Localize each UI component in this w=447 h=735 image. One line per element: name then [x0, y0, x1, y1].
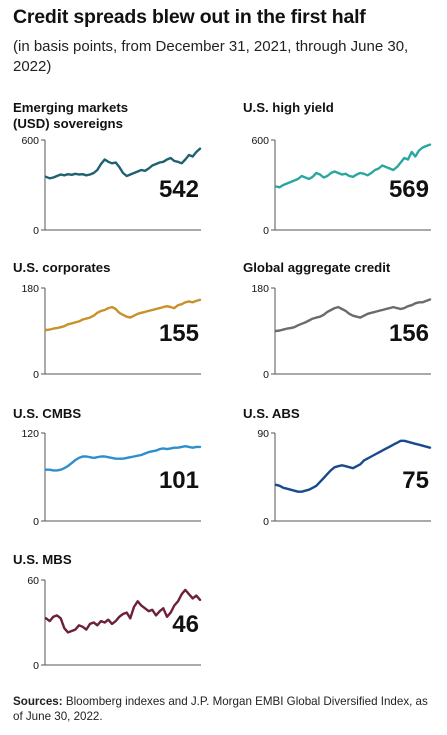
chart-title: Credit spreads blew out in the first hal…: [13, 6, 366, 28]
y-tick-label: 0: [33, 660, 39, 672]
y-tick-label: 0: [33, 369, 39, 381]
y-tick-label: 600: [21, 135, 39, 147]
line-chart: 0 90 75: [257, 428, 432, 528]
y-tick-label: 90: [257, 428, 269, 440]
y-tick-label: 60: [27, 575, 39, 587]
series-line: [44, 588, 202, 634]
series-line: [274, 143, 432, 189]
series-line: [274, 298, 432, 333]
y-tick-label: 180: [21, 283, 39, 295]
last-value-label: 101: [159, 467, 199, 494]
line-chart: 0 60 46: [27, 575, 202, 672]
y-tick-label: 180: [251, 283, 269, 295]
y-tick-label: 0: [33, 225, 39, 237]
panel-us-high-yield: U.S. high yield 0 600 569: [243, 100, 433, 240]
line-chart: 0 120 101: [21, 428, 202, 528]
last-value-label: 46: [172, 611, 199, 638]
panel-emerging-markets: Emerging markets (USD) sovereigns 0 600 54…: [13, 100, 203, 240]
panel-title: U.S. high yield: [243, 100, 334, 115]
last-value-label: 156: [389, 320, 429, 347]
y-tick-label: 120: [21, 428, 39, 440]
y-tick-label: 0: [263, 369, 269, 381]
last-value-label: 542: [159, 176, 199, 203]
line-chart: 0 600 542: [21, 135, 202, 237]
series-line: [44, 298, 202, 332]
series-line: [274, 439, 432, 493]
panel-us-cmbs: U.S. CMBS 0 120 101: [13, 406, 203, 531]
footer-sources: Sources: Bloomberg indexes and J.P. Morg…: [13, 694, 438, 724]
panel-title: Emerging markets (USD) sovereigns: [13, 100, 129, 131]
panel-us-mbs: U.S. MBS 0 60 46: [13, 552, 203, 677]
last-value-label: 569: [389, 176, 429, 203]
panel-us-corporates: U.S. corporates 0 180 155: [13, 260, 203, 385]
last-value-label: 75: [402, 467, 429, 494]
chart-subtitle: (in basis points, from December 31, 2021…: [13, 38, 409, 75]
sources-label: Sources:: [13, 695, 63, 708]
last-value-label: 155: [159, 320, 199, 347]
panel-title: U.S. MBS: [13, 552, 72, 567]
line-chart: 0 180 156: [251, 283, 432, 381]
panel-global-aggregate-credit: Global aggregate credit 0 180 156: [243, 260, 433, 385]
panel-title: Global aggregate credit: [243, 260, 391, 275]
series-line: [44, 147, 202, 180]
series-line: [44, 445, 202, 472]
panel-us-abs: U.S. ABS 0 90 75: [243, 406, 433, 531]
line-chart: 0 600 569: [251, 135, 432, 237]
y-tick-label: 0: [263, 516, 269, 528]
y-tick-label: 600: [251, 135, 269, 147]
panel-title: U.S. CMBS: [13, 406, 82, 421]
y-tick-label: 0: [33, 516, 39, 528]
sources-text: Bloomberg indexes and J.P. Morgan EMBI G…: [13, 695, 428, 723]
y-tick-label: 0: [263, 225, 269, 237]
panel-title: U.S. corporates: [13, 260, 111, 275]
line-chart: 0 180 155: [21, 283, 202, 381]
panel-title: U.S. ABS: [243, 406, 300, 421]
